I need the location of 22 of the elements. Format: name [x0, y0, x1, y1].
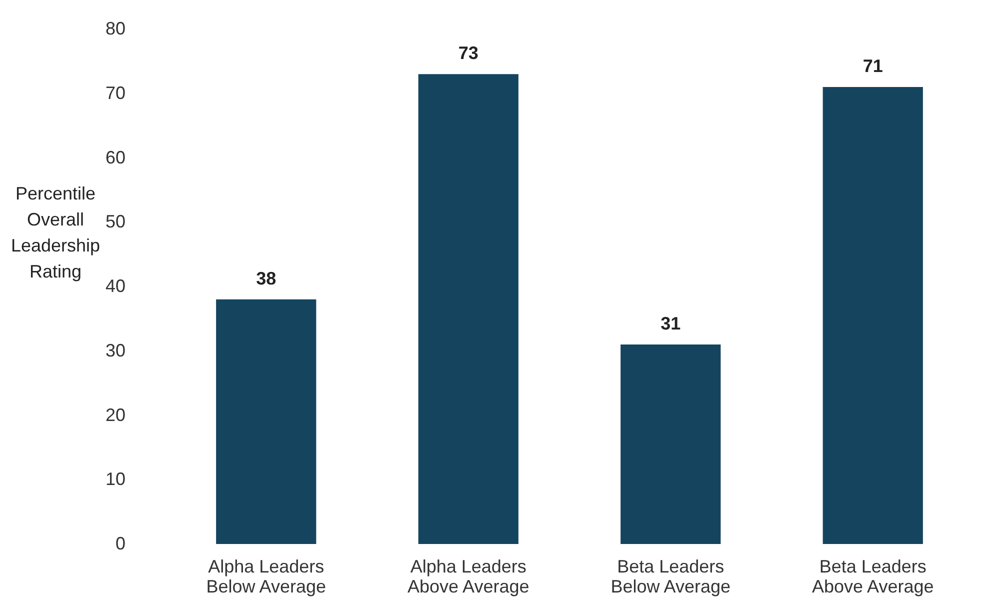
- bar: [418, 74, 518, 544]
- y-tick-label: 20: [105, 404, 126, 425]
- x-tick-label: Beta Leaders Above Average: [812, 556, 934, 596]
- y-tick-label: 0: [115, 534, 126, 554]
- bar: [620, 344, 721, 544]
- y-tick-label: 30: [105, 340, 126, 360]
- y-tick-label: 40: [105, 276, 126, 296]
- bar: [822, 86, 923, 544]
- y-tick-label: 70: [105, 82, 126, 103]
- data-label: 38: [256, 268, 276, 288]
- data-label: 71: [862, 56, 883, 76]
- bar: [216, 299, 316, 544]
- y-tick-label: 60: [105, 147, 126, 168]
- data-label: 73: [458, 43, 478, 64]
- data-label: 31: [660, 313, 681, 334]
- x-tick-label: Beta Leaders Below Average: [610, 556, 731, 596]
- y-tick-label: 10: [105, 469, 126, 490]
- x-tick-label: Alpha Leaders Below Average: [206, 556, 326, 596]
- x-tick-label: Alpha Leaders Above Average: [407, 556, 530, 596]
- y-axis-title: Percentile Overall Leadership Rating: [10, 184, 100, 282]
- y-tick-label: 80: [105, 18, 126, 38]
- y-tick-label: 50: [105, 212, 126, 232]
